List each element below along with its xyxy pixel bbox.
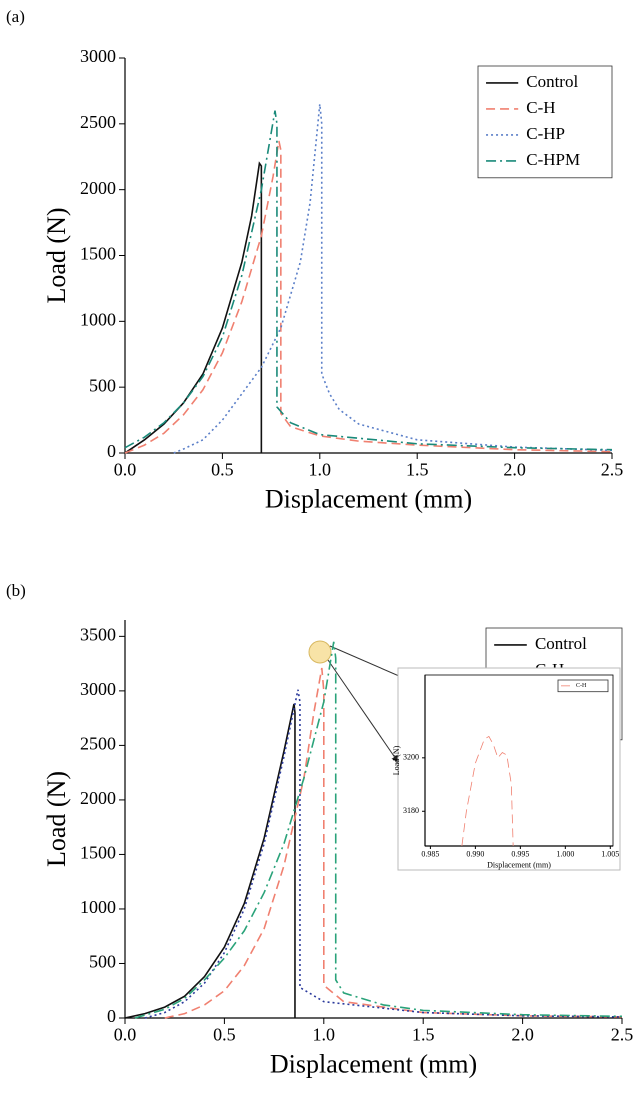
series-line [124, 140, 613, 454]
x-tick-label: 2.5 [601, 460, 624, 480]
x-tick-label: 0.5 [211, 460, 234, 480]
legend-box [477, 65, 613, 179]
x-tick-label: 1.0 [313, 1025, 336, 1045]
y-tick-label: 1500 [80, 843, 116, 863]
zoom-arrow [327, 659, 399, 763]
x-tick-label: 0.0 [114, 1025, 137, 1045]
y-tick-label: 500 [89, 952, 116, 972]
x-tick-label: 1.5 [412, 1025, 435, 1045]
x-tick-label: 0.5 [213, 1025, 236, 1045]
y-tick-label: 1500 [80, 244, 116, 264]
y-tick-label: 3000 [80, 46, 116, 66]
legend-label: Control [526, 72, 578, 91]
x-axis-label: Displacement (mm) [270, 1050, 477, 1079]
y-axis-label: Load (N) [392, 745, 401, 775]
y-axis-label: Load (N) [42, 207, 71, 303]
legend-label: C-HPM [526, 150, 580, 169]
series-line [134, 641, 623, 1019]
y-tick-label: 2500 [80, 734, 116, 754]
legend-label: C-H [526, 98, 555, 117]
x-tick-label: 1.5 [406, 460, 429, 480]
y-tick-label: 1000 [80, 897, 116, 917]
x-tick-label: 0.985 [421, 849, 439, 858]
x-tick-label: 2.0 [511, 1025, 534, 1045]
x-tick-label: 1.0 [309, 460, 332, 480]
y-tick-label: 0 [107, 441, 116, 461]
y-tick-label: 500 [89, 375, 116, 395]
series-line [124, 110, 613, 451]
x-tick-label: 0.0 [114, 460, 137, 480]
y-tick-label: 2000 [80, 788, 116, 808]
legend-label: C-HP [526, 124, 565, 143]
y-tick-label: 2000 [80, 178, 116, 198]
y-tick-label: 1000 [80, 309, 116, 329]
inset-background [397, 667, 621, 871]
x-axis-label: Displacement (mm) [265, 485, 472, 514]
series-line [173, 104, 613, 454]
series-line [124, 161, 263, 454]
y-tick-label: 3500 [80, 624, 116, 644]
y-tick-label: 3200 [403, 753, 419, 762]
y-axis-label: Load (N) [42, 771, 71, 867]
y-tick-label: 3180 [403, 806, 419, 815]
series-line [124, 703, 296, 1019]
legend-label: Control [535, 634, 587, 653]
x-axis-label: Displacement (mm) [487, 861, 551, 870]
y-tick-label: 3000 [80, 679, 116, 699]
y-tick-label: 2500 [80, 112, 116, 132]
series-line [461, 735, 514, 847]
x-tick-label: 1.005 [601, 849, 619, 858]
x-tick-label: 2.0 [503, 460, 526, 480]
panel-label: (a) [6, 7, 25, 26]
legend-label: C-H [576, 683, 587, 689]
y-tick-label: 0 [107, 1006, 116, 1026]
zoom-highlight [308, 640, 332, 664]
x-tick-label: 0.995 [511, 849, 529, 858]
x-tick-label: 2.5 [611, 1025, 634, 1045]
series-line [164, 667, 623, 1019]
x-tick-label: 0.990 [466, 849, 484, 858]
legend-box [557, 679, 609, 693]
x-tick-label: 1.000 [556, 849, 574, 858]
panel-label: (b) [6, 581, 26, 600]
